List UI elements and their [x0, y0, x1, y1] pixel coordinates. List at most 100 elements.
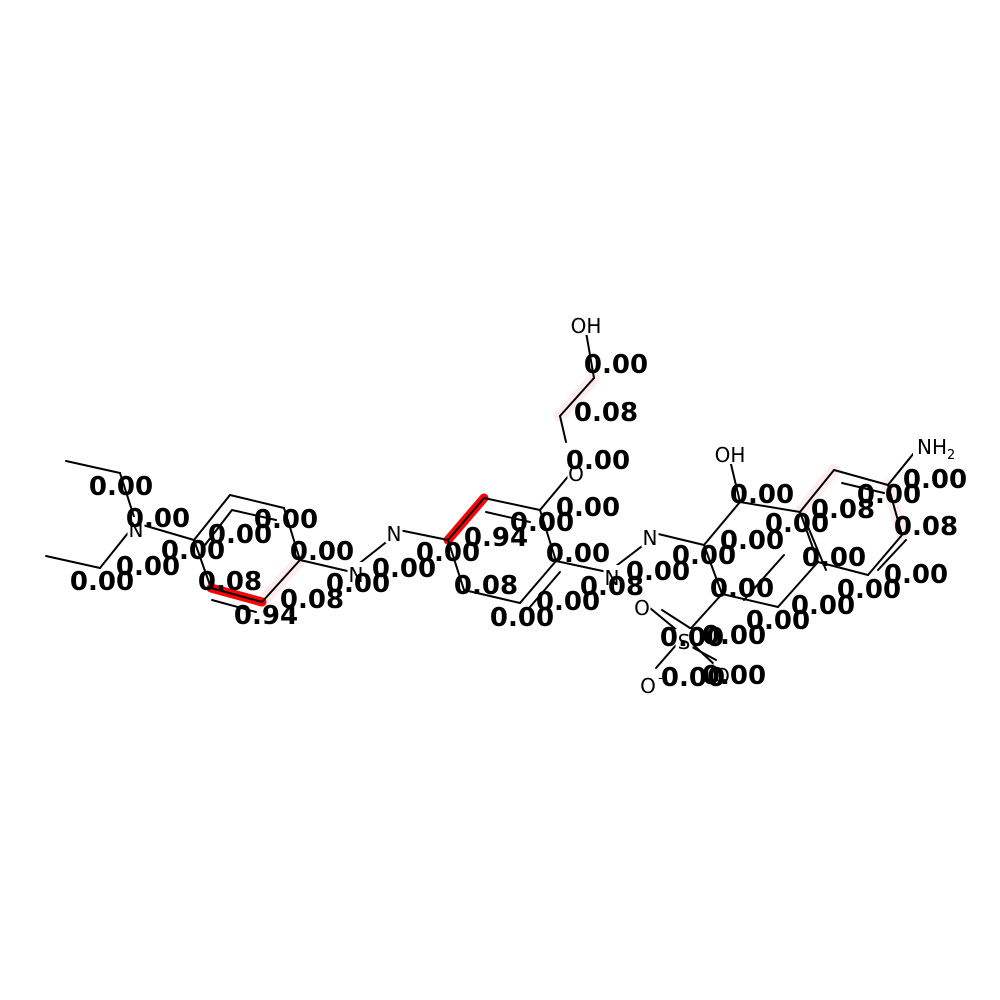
atom-label-5: N — [605, 566, 620, 590]
atom-subscript-8: 2 — [947, 448, 955, 463]
atom-label-3: O — [568, 462, 584, 486]
score-label-8: 0.08 — [198, 567, 262, 597]
bond-27 — [739, 501, 801, 513]
atom-label-2: N — [387, 522, 402, 546]
atom-label-12: O — [640, 674, 656, 698]
score-label-22: 0.00 — [626, 557, 690, 587]
double-bond-10 — [877, 539, 907, 571]
bond-24 — [649, 531, 705, 546]
score-label-23: 0.00 — [566, 446, 630, 476]
score-label-21: 0.08 — [580, 572, 644, 602]
bond-22 — [585, 331, 595, 379]
score-label-37: 0.00 — [791, 591, 855, 621]
score-label-39: 0.00 — [746, 606, 810, 636]
score-label-36: 0.00 — [802, 543, 866, 573]
double-bond-9 — [841, 482, 885, 494]
score-label-31: 0.00 — [857, 480, 921, 510]
atom-bg-8 — [913, 434, 951, 456]
bond-25 — [703, 501, 741, 546]
score-label-1: 0.00 — [126, 504, 190, 534]
bond-28 — [799, 511, 819, 563]
bond-23 — [555, 560, 613, 574]
atom-label-11: O — [714, 664, 730, 688]
score-label-25: 0.00 — [584, 350, 648, 380]
score-label-3: 0.00 — [116, 552, 180, 582]
score-label-2: 0.00 — [161, 536, 225, 566]
double-bond-4 — [485, 511, 531, 523]
bond-layer — [45, 331, 919, 669]
atom-label-8: NH — [917, 435, 947, 459]
score-label-13: 0.00 — [416, 538, 480, 568]
score-label-10: 0.08 — [280, 585, 344, 615]
bond-9 — [210, 587, 263, 603]
score-label-6: 0.00 — [254, 505, 318, 535]
double-bond-7 — [743, 554, 785, 601]
bond-2 — [45, 555, 101, 569]
double-bond-0 — [204, 509, 233, 546]
bond-15 — [539, 509, 557, 562]
bond-29 — [777, 561, 819, 608]
atom-bg-0 — [127, 517, 145, 539]
score-label-4: 0.00 — [70, 567, 134, 597]
atom-label-6: N — [643, 526, 658, 550]
score-label-35: 0.00 — [837, 575, 901, 605]
score-label-28: 0.00 — [730, 480, 794, 510]
bond-11 — [299, 559, 357, 574]
score-label-9: 0.94 — [234, 601, 298, 631]
bond-8 — [261, 559, 301, 603]
bond-30 — [721, 593, 779, 608]
atom-label-0: N — [129, 518, 144, 542]
score-label-42: 0.00 — [702, 661, 766, 691]
bond-21 — [559, 377, 595, 417]
double-bond-2 — [211, 599, 257, 613]
bond-7 — [283, 507, 301, 561]
score-label-19: 0.00 — [536, 587, 600, 617]
bond-20 — [559, 415, 567, 443]
score-label-32: 0.00 — [903, 465, 967, 495]
double-bond-11 — [661, 609, 691, 629]
atom-charge-12: - — [658, 671, 663, 686]
bond-0 — [65, 460, 121, 474]
atom-label-4: OH — [571, 314, 602, 338]
score-label-18: 0.08 — [454, 571, 518, 601]
atom-bg-10 — [675, 629, 693, 651]
score-label-0: 0.00 — [89, 472, 153, 502]
atom-bg-1 — [347, 562, 365, 584]
bond-34 — [887, 484, 903, 536]
score-label-29: 0.00 — [765, 509, 829, 539]
bond-13 — [447, 497, 485, 541]
atom-bg-5 — [603, 565, 621, 587]
bond-1 — [119, 472, 137, 524]
bond-6 — [229, 494, 285, 509]
double-bond-8 — [805, 521, 827, 571]
bond-36 — [817, 561, 869, 576]
atom-bg-2 — [385, 521, 403, 543]
score-label-12: 0.00 — [372, 554, 436, 584]
atom-label-10: S — [678, 630, 691, 654]
atom-label-7: OH — [715, 443, 746, 467]
score-label-30: 0.08 — [811, 495, 875, 525]
score-label-40: 0.00 — [702, 621, 766, 651]
bond-18 — [447, 539, 465, 591]
bond-16 — [519, 560, 557, 604]
bond-33 — [833, 469, 889, 486]
bond-31 — [703, 544, 723, 595]
bond-12 — [393, 528, 449, 541]
score-label-15: 0.00 — [510, 508, 574, 538]
bond-26 — [729, 459, 741, 503]
score-label-41: 0.00 — [660, 623, 724, 653]
atom-label-1: N — [349, 563, 364, 587]
double-bond-5 — [529, 571, 561, 608]
bond-5 — [193, 494, 231, 541]
atom-label-9: O — [634, 596, 650, 620]
double-bond-12 — [689, 645, 717, 661]
score-label-20: 0.00 — [490, 603, 554, 633]
score-label-17: 0.00 — [546, 539, 610, 569]
score-label-34: 0.00 — [884, 560, 948, 590]
score-label-11: 0.00 — [326, 569, 390, 599]
bond-10 — [193, 539, 212, 589]
score-label-43: 0.00 — [661, 663, 725, 693]
